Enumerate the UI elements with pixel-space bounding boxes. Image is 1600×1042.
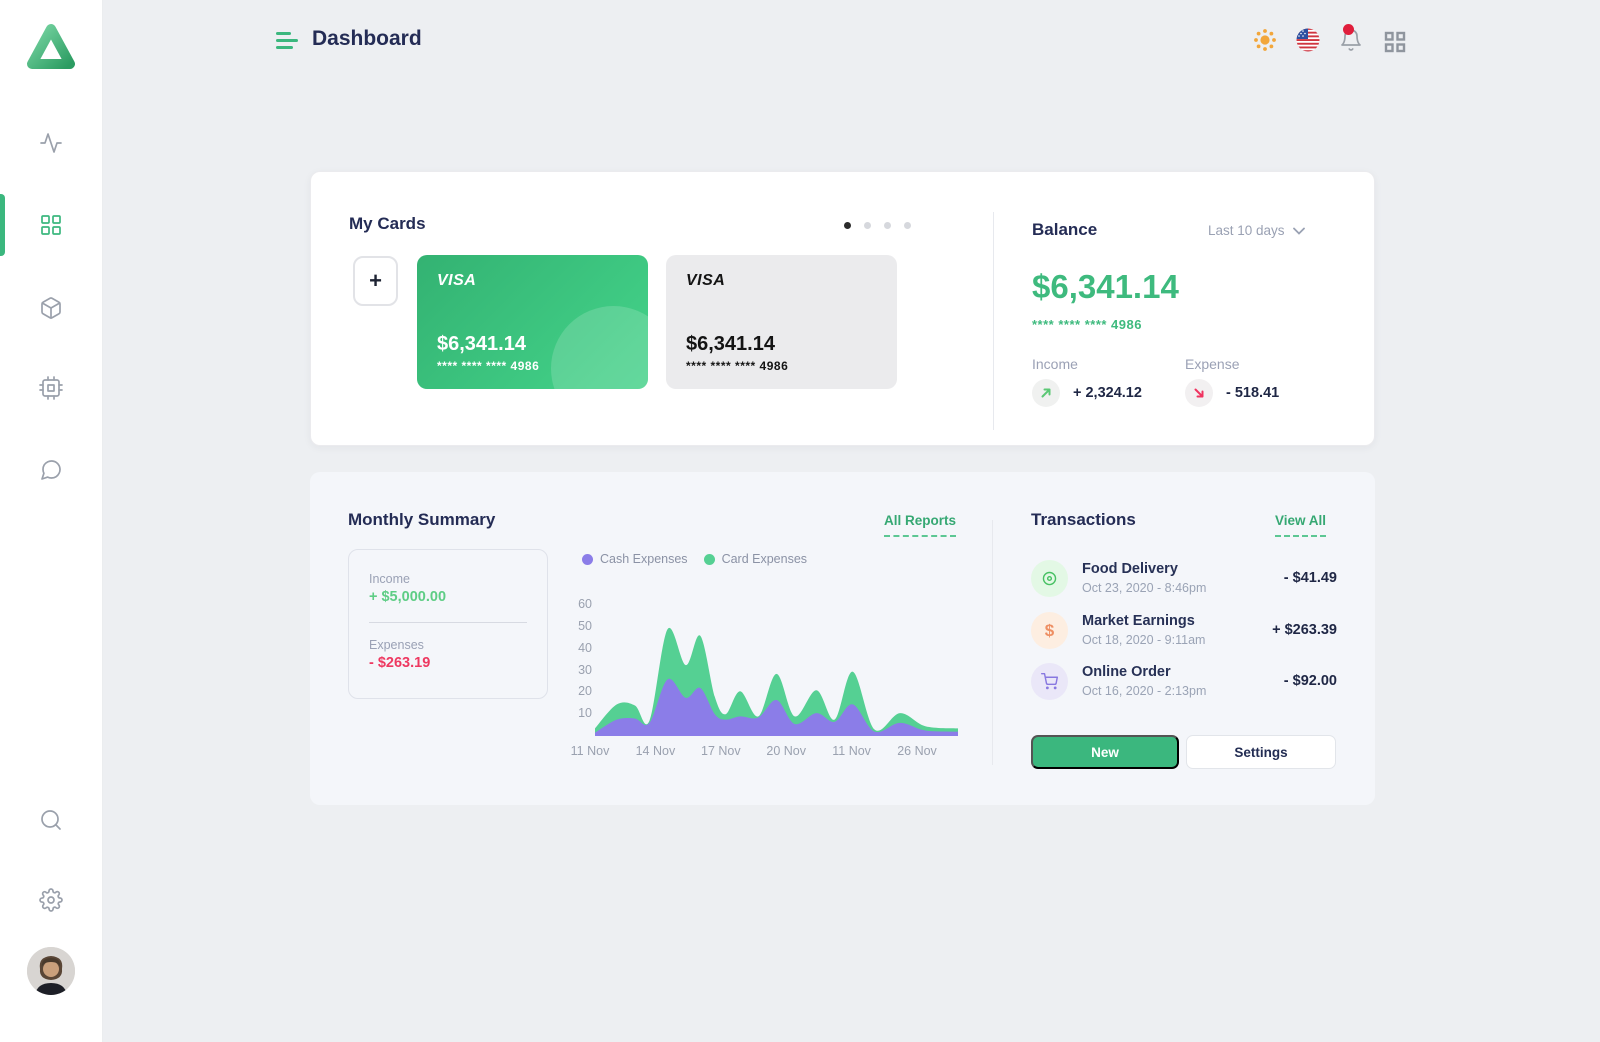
page-title: Dashboard — [312, 27, 422, 50]
balance-title: Balance — [1032, 220, 1098, 239]
transaction-row-market-earnings[interactable]: $ Market Earnings Oct 18, 2020 - 9:11am … — [1031, 612, 1337, 652]
expenses-area-chart: 10 20 30 40 50 60 11 Nov 14 Nov 17 Nov 20 Nov 11 N… — [570, 584, 974, 769]
legend-dot-purple — [582, 553, 593, 565]
sidebar-item-search[interactable] — [39, 808, 63, 832]
credit-card-gray[interactable]: VISA $6,341.14 **** **** **** 4986 — [666, 255, 897, 389]
panel-divider — [993, 212, 994, 430]
x-axis-tick: 11 Nov — [570, 744, 610, 758]
cards-carousel-dots — [844, 222, 911, 229]
cart-icon — [1031, 663, 1068, 700]
y-axis-tick: 10 — [578, 706, 592, 721]
app-logo-icon[interactable] — [27, 23, 75, 76]
carousel-dot-0[interactable] — [844, 222, 851, 229]
all-reports-link[interactable]: All Reports — [884, 513, 957, 537]
user-avatar[interactable] — [27, 947, 75, 995]
sidebar-item-system[interactable] — [39, 376, 63, 400]
sidebar-item-products[interactable] — [39, 296, 63, 320]
menu-icon[interactable] — [276, 32, 298, 49]
income-value: + 2,324.12 — [1073, 385, 1142, 401]
legend-card-expenses: Card Expenses — [703, 552, 807, 566]
expense-arrow-icon — [1185, 379, 1213, 407]
summary-expenses-label: Expenses — [369, 638, 424, 652]
chevron-down-icon — [1292, 227, 1305, 235]
visa-logo: VISA — [437, 272, 477, 289]
transaction-row-online-order[interactable]: Online Order Oct 16, 2020 - 2:13pm - $92… — [1031, 663, 1337, 703]
balance-amount: $6,341.14 — [1032, 268, 1179, 305]
sidebar — [0, 0, 103, 1042]
y-axis-tick: 50 — [578, 619, 592, 633]
visa-logo: VISA — [686, 272, 726, 289]
transaction-amount: - $92.00 — [1283, 673, 1337, 689]
new-button[interactable]: New — [1031, 735, 1179, 769]
dollar-icon: $ — [1031, 612, 1068, 649]
transaction-name: Food Delivery — [1082, 561, 1178, 577]
expense-value: - 518.41 — [1226, 385, 1280, 401]
y-axis-tick: 20 — [578, 684, 592, 699]
sidebar-item-activity[interactable] — [39, 131, 63, 155]
summary-income-value: + $5,000.00 — [369, 589, 447, 605]
balance-period-label: Last 10 days — [1208, 223, 1285, 238]
y-axis-tick: 60 — [578, 597, 592, 612]
income-label: Income — [1032, 356, 1078, 372]
my-cards-title: My Cards — [349, 214, 426, 233]
monthly-summary-title: Monthly Summary — [348, 510, 496, 529]
transaction-date: Oct 16, 2020 - 2:13pm — [1082, 684, 1207, 698]
sidebar-active-indicator — [0, 194, 5, 256]
food-delivery-icon — [1031, 560, 1068, 597]
card-amount: $6,341.14 — [686, 333, 775, 355]
theme-sun-icon[interactable] — [1253, 28, 1277, 52]
card-decorative-circle — [551, 306, 648, 389]
view-all-link[interactable]: View All — [1275, 513, 1327, 537]
summary-divider — [369, 622, 527, 623]
legend-cash-expenses: Cash Expenses — [582, 552, 688, 566]
sidebar-item-messages[interactable] — [39, 458, 63, 482]
x-axis-tick: 14 Nov — [635, 744, 676, 758]
transaction-name: Online Order — [1082, 664, 1171, 680]
card-amount: $6,341.14 — [437, 333, 526, 355]
summary-transactions-panel: Monthly Summary All Reports Income + $5,… — [310, 472, 1375, 805]
sidebar-item-settings[interactable] — [39, 888, 63, 912]
transaction-name: Market Earnings — [1082, 613, 1195, 629]
transaction-amount: - $41.49 — [1283, 570, 1337, 586]
language-us-flag-icon[interactable] — [1296, 28, 1320, 52]
card-number: **** **** **** 4986 — [437, 359, 540, 373]
carousel-dot-3[interactable] — [904, 222, 911, 229]
add-card-button[interactable]: + — [353, 256, 398, 306]
summary-income-label: Income — [369, 572, 410, 586]
balance-period-dropdown[interactable]: Last 10 days — [1208, 223, 1305, 238]
notification-badge — [1343, 24, 1354, 35]
transaction-amount: + $263.39 — [1272, 622, 1337, 638]
transaction-date: Oct 18, 2020 - 9:11am — [1082, 633, 1206, 647]
credit-card-green[interactable]: VISA $6,341.14 **** **** **** 4986 — [417, 255, 648, 389]
notifications-bell-icon[interactable] — [1339, 24, 1363, 52]
settings-button[interactable]: Settings — [1186, 735, 1336, 769]
transaction-date: Oct 23, 2020 - 8:46pm — [1082, 581, 1207, 595]
sidebar-item-dashboard[interactable] — [39, 213, 63, 237]
x-axis-tick: 11 Nov — [832, 744, 871, 758]
cards-balance-panel: My Cards + VISA $6,341.14 **** **** ****… — [310, 171, 1375, 446]
legend-dot-green — [703, 553, 715, 565]
y-axis-tick: 40 — [578, 640, 592, 655]
carousel-dot-1[interactable] — [864, 222, 871, 229]
transactions-title: Transactions — [1031, 510, 1136, 529]
x-axis-tick: 20 Nov — [766, 744, 806, 758]
x-axis-tick: 17 Nov — [700, 744, 741, 758]
chart-area-cash-expenses — [595, 678, 958, 736]
carousel-dot-2[interactable] — [884, 222, 891, 229]
x-axis-tick: 26 Nov — [897, 744, 937, 758]
balance-card-number: **** **** **** 4986 — [1032, 317, 1142, 332]
income-arrow-icon — [1032, 379, 1060, 407]
card-number: **** **** **** 4986 — [686, 359, 789, 373]
panel-divider — [992, 520, 993, 765]
income-expenses-box: Income + $5,000.00 Expenses - $263.19 — [348, 549, 548, 699]
summary-expenses-value: - $263.19 — [369, 655, 431, 671]
expense-label: Expense — [1185, 356, 1240, 372]
y-axis-tick: 30 — [578, 662, 592, 677]
transaction-row-food-delivery[interactable]: Food Delivery Oct 23, 2020 - 8:46pm - $4… — [1031, 560, 1337, 600]
apps-grid-icon[interactable] — [1383, 30, 1407, 54]
chart-legend: Cash Expenses Card Expenses — [582, 552, 807, 566]
